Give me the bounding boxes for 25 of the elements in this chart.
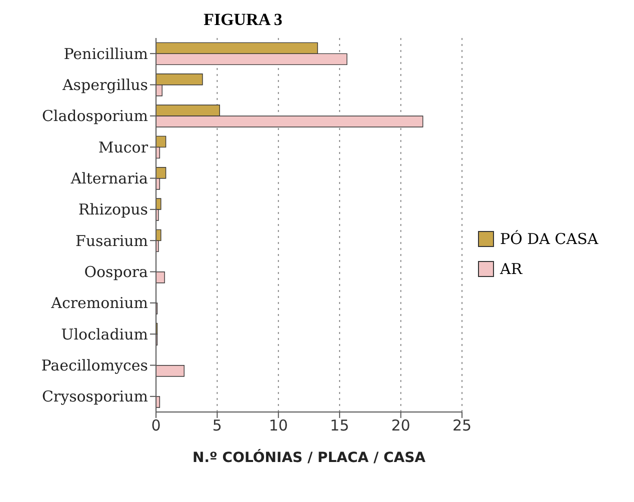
y-tick-label: Paecillomyces [41, 356, 148, 375]
x-tick-label: 25 [452, 416, 472, 435]
x-tick-label: 0 [151, 416, 161, 435]
bar [156, 364, 184, 377]
y-tick-label: Fusarium [75, 232, 148, 250]
bar [156, 271, 165, 284]
x-tick-label: 20 [391, 416, 410, 435]
y-tick-label: Alternaria [70, 170, 148, 188]
legend-label: AR [500, 260, 522, 278]
y-tick-label: Cladosporium [42, 107, 148, 126]
y-tick-label: Rhizopus [78, 200, 148, 219]
y-tick-label: Penicillium [64, 44, 148, 63]
x-tick-label: 15 [330, 416, 350, 435]
y-tick-label: Oospora [84, 263, 148, 282]
bar [156, 396, 160, 408]
y-tick-label: Mucor [98, 138, 149, 156]
x-tick-label: 10 [268, 416, 288, 435]
y-tick-label: Aspergillus [61, 76, 148, 94]
legend-label: PÓ DA CASA [500, 230, 598, 248]
chart-title: FIGURA 3 [202, 9, 284, 30]
x-tick-label: 5 [212, 416, 222, 435]
x-axis-title: N.º COLÓNIAS / PLACA / CASA [192, 449, 426, 466]
y-tick-label: Crysosporium [42, 388, 148, 406]
y-tick-label: Ulocladium [61, 325, 148, 344]
y-tick-label: Acremonium [50, 294, 148, 312]
